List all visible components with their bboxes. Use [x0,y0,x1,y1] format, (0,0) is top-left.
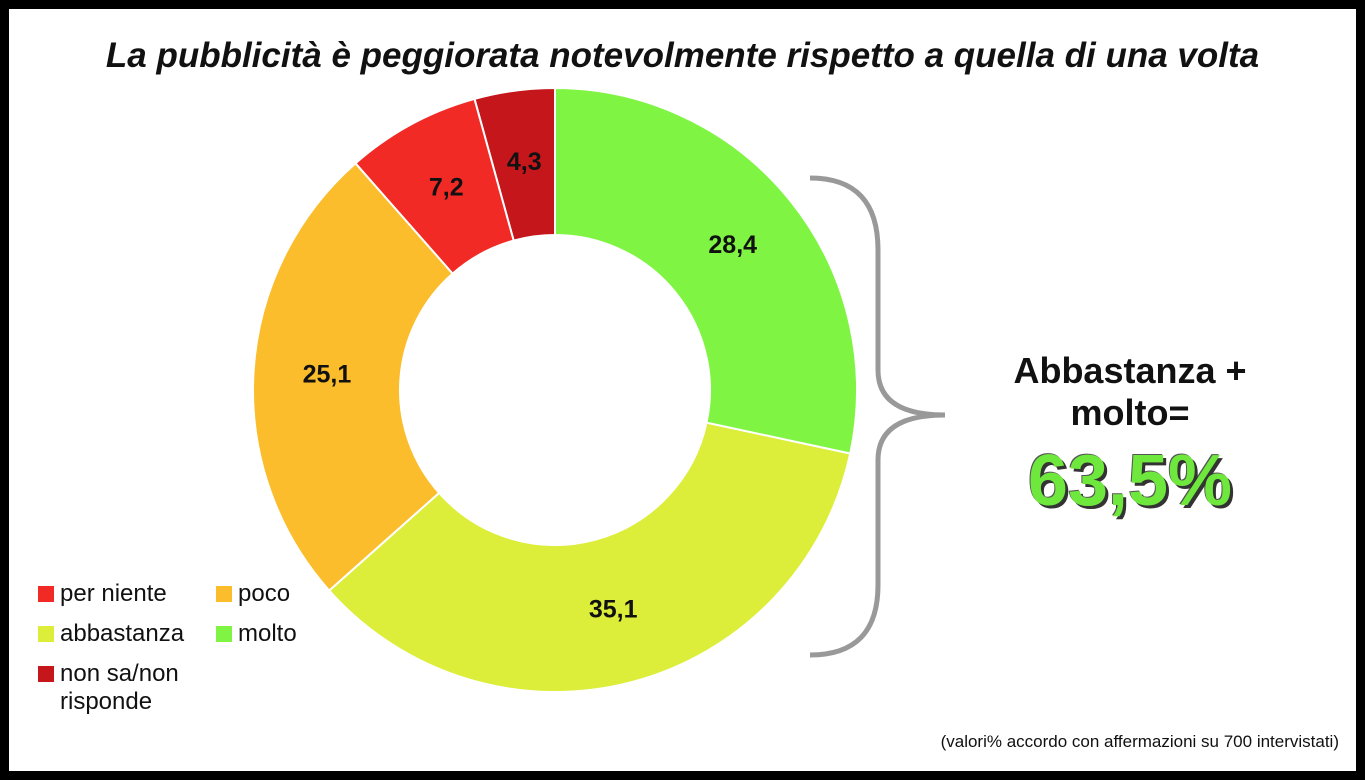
legend-label: molto [238,620,297,647]
slice-label: 35,1 [589,596,638,624]
legend-label: poco [238,580,291,607]
legend-label: per niente [60,580,167,607]
annotation-value: 63,5% [1027,441,1233,521]
legend-item: non sa/non risponde [38,660,216,716]
legend-item: molto [216,620,326,648]
legend-swatch [38,666,54,682]
legend: per niente poco abbastanza molto non sa/non … [38,580,328,716]
legend-item: per niente [38,580,216,608]
brace [809,175,946,658]
chart-title: La pubblicità è peggiorata notevolmente … [105,36,1260,75]
slice [252,161,454,593]
slice-label: 7,2 [429,174,464,202]
legend-label: abbastanza [60,620,185,647]
note: (valori% accordo con affermazioni su 700… [940,732,1339,751]
legend-swatch [216,586,232,602]
legend-swatch [38,586,54,602]
legend-item: poco [216,580,326,608]
slice-label: 25,1 [303,361,352,389]
slice-label: 28,4 [708,231,757,259]
legend-label: non sa/non risponde [60,660,179,715]
slice-label: 4,3 [507,148,542,176]
slice [327,421,852,693]
legend-item: abbastanza [38,620,216,648]
annotation: Abbastanza + molto= [1013,350,1247,433]
legend-swatch [38,626,54,642]
legend-swatch [216,626,232,642]
slice [554,86,858,455]
